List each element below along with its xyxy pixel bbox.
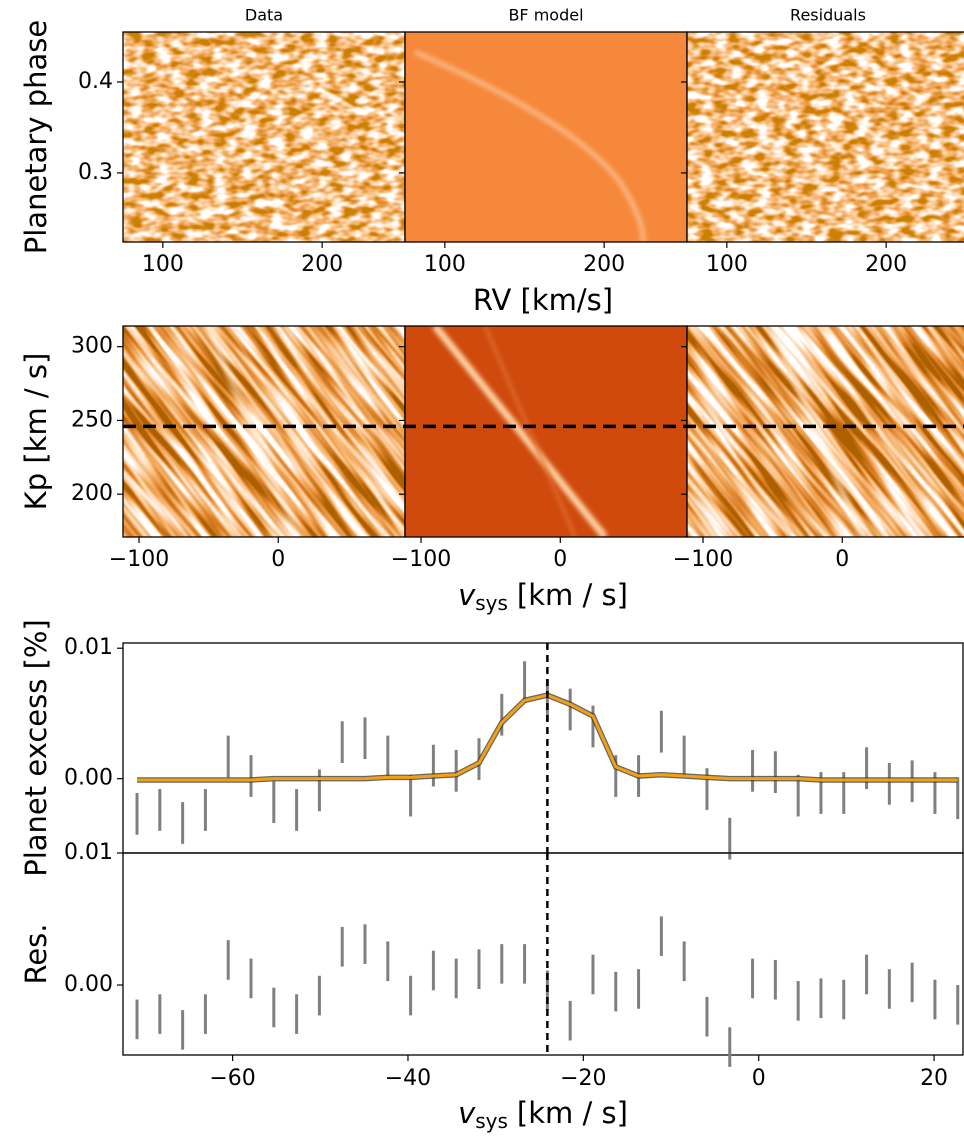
x-tick-label: 200 (865, 252, 907, 277)
axis-subscript: sys (475, 591, 508, 615)
x-tick-label: −40 (385, 1066, 431, 1091)
y-tick-label: 0.3 (78, 160, 113, 185)
y-tick-label: 0.00 (64, 972, 113, 997)
y-tick-label: 0.01 (64, 635, 113, 660)
heatmap-panel (405, 326, 687, 537)
axis-unit: [km / s] (517, 1096, 628, 1130)
axis-unit: [km / s] (517, 578, 628, 612)
x-tick-label: 200 (583, 252, 625, 277)
x-tick-label: −20 (560, 1066, 606, 1091)
x-axis-label: vsys [km / s] (458, 1096, 628, 1133)
model-band (483, 326, 577, 537)
heatmap-texture (405, 32, 687, 242)
panel-title: BF model (508, 6, 583, 25)
y-axis-label: Planetary phase (19, 20, 53, 255)
heatmap-panel (687, 326, 964, 537)
panel-frame (686, 31, 964, 243)
heatmap-texture (405, 326, 687, 537)
model-band (432, 326, 608, 537)
heatmap-panel (123, 32, 405, 242)
x-tick-label: −60 (209, 1066, 255, 1091)
heatmap-panel (405, 32, 687, 242)
x-tick-label: 0 (553, 547, 567, 572)
panel-title: Data (245, 6, 283, 25)
signal-band (769, 326, 865, 537)
panel-frame (686, 325, 964, 538)
y-tick-label: 0.00 (64, 766, 113, 791)
x-tick-label: 0 (835, 547, 849, 572)
heatmap-texture (123, 32, 405, 242)
x-tick-label: 0 (752, 1066, 766, 1091)
heatmap-texture (687, 32, 964, 242)
x-axis-label: vsys [km / s] (458, 578, 628, 615)
x-tick-label: 200 (301, 252, 343, 277)
axis-symbol: v (458, 578, 476, 612)
axis-subscript: sys (475, 1109, 508, 1133)
model-track (413, 49, 646, 242)
axis-symbol: v (458, 1096, 476, 1130)
y-tick-label: 0.4 (78, 69, 113, 94)
y-axis-label: Planet excess [%] (19, 619, 53, 877)
panel-title: Residuals (790, 6, 866, 25)
y-axis-label: Kp [km / s] (19, 353, 53, 511)
x-axis-label: RV [km/s] (473, 283, 613, 317)
heatmap-panel (687, 32, 964, 242)
heatmap-panel (123, 326, 405, 537)
y-tick-label: 0.01 (64, 840, 113, 865)
y-axis-label: Res. (19, 923, 53, 984)
y-tick-label: 200 (71, 481, 113, 506)
x-tick-label: 100 (706, 252, 748, 277)
y-tick-label: 250 (71, 407, 113, 432)
x-tick-label: 100 (424, 252, 466, 277)
heatmap-texture (123, 326, 405, 537)
y-tick-label: 300 (71, 334, 113, 359)
x-tick-label: 100 (142, 252, 184, 277)
x-tick-label: 20 (920, 1066, 948, 1091)
panel-frame (122, 852, 964, 1056)
x-tick-label: −100 (673, 547, 733, 572)
panel-frame (122, 642, 964, 854)
x-tick-label: −100 (391, 547, 451, 572)
heatmap-texture (687, 326, 964, 537)
signal-band (205, 326, 301, 537)
x-tick-label: −100 (109, 547, 169, 572)
x-tick-label: 0 (271, 547, 285, 572)
